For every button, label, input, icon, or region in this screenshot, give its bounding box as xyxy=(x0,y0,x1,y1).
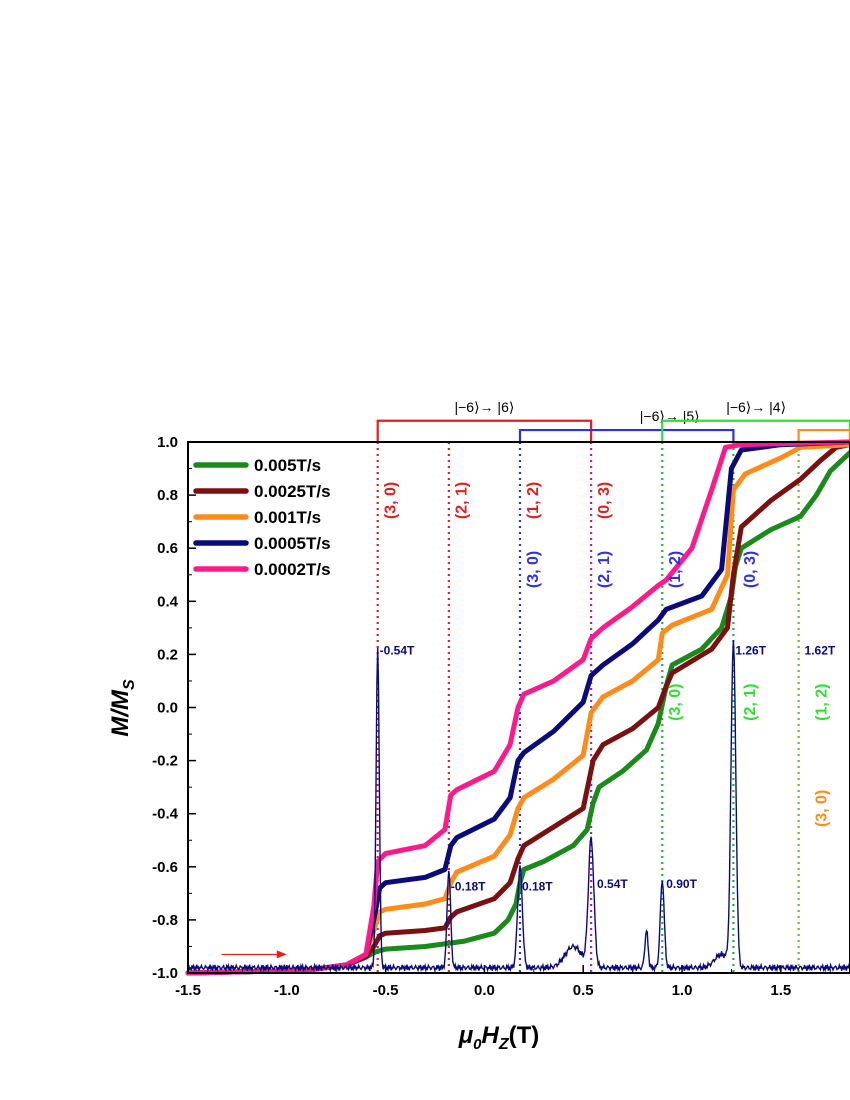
quantum-number-label: (3, 0) xyxy=(525,551,542,588)
transition-bracket xyxy=(797,428,850,442)
transition-bracket xyxy=(661,419,850,442)
legend-label: 0.0002T/s xyxy=(254,560,331,579)
x-tick-label: -0.5 xyxy=(373,982,399,999)
transition-bracket xyxy=(376,419,593,442)
x-tick-label: 1.5 xyxy=(770,982,791,999)
quantum-number-label: (1, 2) xyxy=(813,684,830,721)
peak-field-label: -0.18T xyxy=(451,880,486,894)
y-tick-label: 0.4 xyxy=(157,593,179,610)
y-tick-label: -0.6 xyxy=(152,859,178,876)
series-line xyxy=(185,450,850,976)
quantum-number-label: (0, 3) xyxy=(742,551,759,588)
quantum-number-label: (2, 1) xyxy=(742,684,759,721)
legend: 0.005T/s 0.0025T/s 0.001T/s 0.0005T/s 0.0002… xyxy=(193,456,331,579)
y-tick-label: 1.0 xyxy=(157,434,178,451)
plot-frame xyxy=(187,441,850,974)
peak-field-label: 0.18T xyxy=(522,880,553,894)
series-line xyxy=(185,442,850,976)
transition-label: |−6⟩→ |4⟩ xyxy=(726,399,786,415)
transition-label: |−6⟩→ |6⟩ xyxy=(454,399,514,415)
x-axis-label: μ0HZ(T) xyxy=(458,1022,540,1053)
legend-label: 0.0025T/s xyxy=(254,482,331,501)
peak-field-label: -0.54T xyxy=(380,643,415,657)
quantum-number-label: (3, 0) xyxy=(667,684,684,721)
quantum-number-label: (2, 1) xyxy=(596,551,613,588)
x-tick-label: 1.0 xyxy=(672,982,693,999)
quantum-number-label: (1, 2) xyxy=(525,482,542,519)
transition-bracket xyxy=(518,428,735,442)
legend-label: 0.005T/s xyxy=(254,456,321,475)
quantum-number-label: (0, 3) xyxy=(596,482,613,519)
y-tick-label: 0.0 xyxy=(157,700,178,717)
y-axis-label: M/MS xyxy=(107,679,138,737)
y-tick-label: -0.4 xyxy=(152,806,179,823)
peak-field-label: 1.26T xyxy=(735,643,766,657)
y-tick-label: -0.8 xyxy=(152,912,178,929)
sweep-arrow-head xyxy=(276,950,287,959)
y-tick-label: 0.8 xyxy=(157,487,178,504)
quantum-number-label: (3, 0) xyxy=(382,482,399,519)
peak-field-label: 0.54T xyxy=(597,877,628,891)
annotation-labels: (3, 0) (2, 1) (1, 2) (0, 3) (3, 0) (2, 1) (1, … xyxy=(221,482,836,959)
y-tick-label: -0.2 xyxy=(152,753,178,770)
x-tick-label: 0.5 xyxy=(573,982,594,999)
peak-field-label: 1.62T xyxy=(805,643,836,657)
legend-label: 0.001T/s xyxy=(254,508,321,527)
data-series xyxy=(185,439,850,976)
transition-brackets: |−6⟩→ |6⟩|−6⟩→ |5⟩|−6⟩→ |4⟩ xyxy=(376,399,850,442)
y-tick-label: 0.2 xyxy=(157,646,178,663)
x-tick-label: -1.5 xyxy=(175,982,201,999)
y-tick-label: -1.0 xyxy=(152,965,178,982)
x-tick-label: 0.0 xyxy=(474,982,495,999)
peak-field-label: 0.90T xyxy=(666,877,697,891)
quantum-number-label: (1, 2) xyxy=(667,551,684,588)
quantum-number-label: (3, 0) xyxy=(813,790,830,827)
series-line xyxy=(185,439,850,976)
quantum-number-label: (2, 1) xyxy=(454,482,471,519)
derivative-curve xyxy=(187,640,850,974)
legend-label: 0.0005T/s xyxy=(254,534,331,553)
y-tick-label: 0.6 xyxy=(157,540,178,557)
axes: -1.5 -1.0 -0.5 0.0 0.5 1.0 1.5-1.0-0.8-0.6-0.4… xyxy=(107,434,831,1053)
x-tick-label: -1.0 xyxy=(274,982,300,999)
